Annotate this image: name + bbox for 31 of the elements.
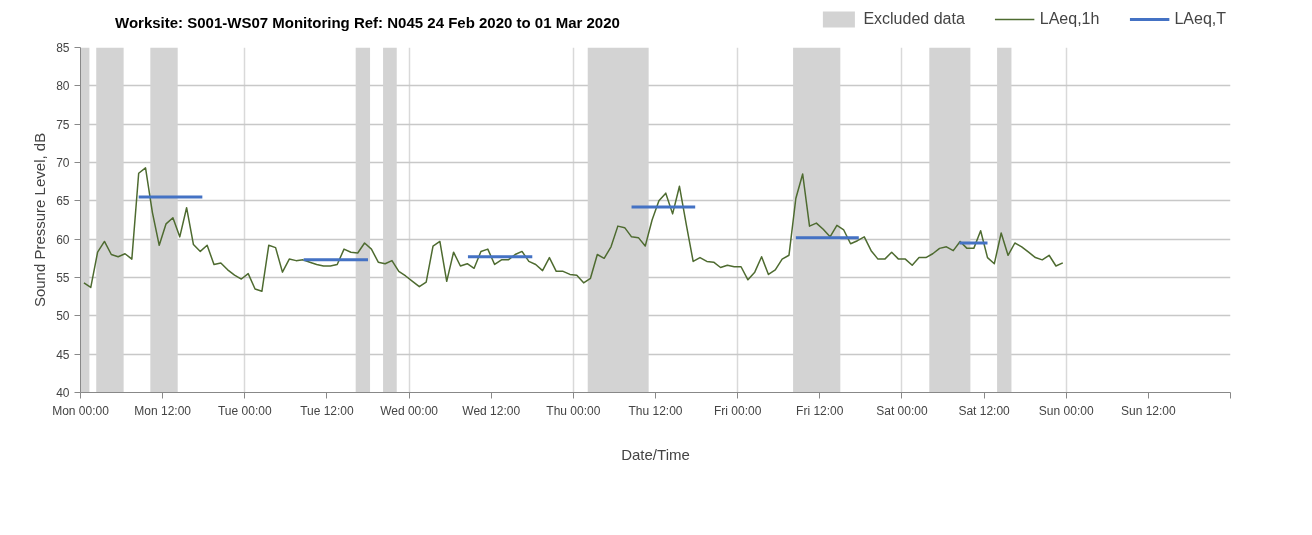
x-tick-label: Sat 12:00 xyxy=(958,403,1011,418)
y-axis-title: Sound Pressure Level, dB xyxy=(31,132,49,308)
x-tick-label: Mon 00:00 xyxy=(52,403,110,418)
x-tick-label: Wed 12:00 xyxy=(462,403,521,418)
legend-label: LAeq,T xyxy=(1174,10,1226,28)
chart-title: Worksite: S001-WS07 Monitoring Ref: N045 24 Feb 2020 to 01 Mar 2020 xyxy=(115,14,620,31)
x-tick-label: Wed 00:00 xyxy=(380,403,439,418)
y-tick-label: 50 xyxy=(56,309,70,324)
y-tick-label: 85 xyxy=(56,41,70,55)
y-tick-label: 70 xyxy=(56,156,70,170)
x-tick-label: Tue 00:00 xyxy=(217,403,272,418)
legend-label: Excluded data xyxy=(863,10,965,28)
x-tick-label: Mon 12:00 xyxy=(134,403,192,418)
x-tick-label: Sat 00:00 xyxy=(876,403,928,418)
x-tick-label: Fri 00:00 xyxy=(713,403,762,418)
legend-label: LAeq,1h xyxy=(1039,10,1100,28)
line-series xyxy=(83,167,1064,293)
x-tick-label: Fri 12:00 xyxy=(796,403,844,418)
y-tick-label: 45 xyxy=(56,347,70,362)
x-tick-label: Thu 12:00 xyxy=(628,403,683,418)
y-tick-label: 65 xyxy=(56,194,70,209)
y-tick-label: 75 xyxy=(56,117,70,132)
y-tick-label: 60 xyxy=(56,232,70,247)
x-tick-label: Sun 12:00 xyxy=(1121,403,1177,418)
y-tick-label: 40 xyxy=(56,386,70,400)
y-tick-label: 80 xyxy=(56,79,70,94)
x-tick-label: Thu 00:00 xyxy=(546,403,601,418)
x-tick-label: Sun 00:00 xyxy=(1038,403,1094,418)
y-tick-label: 55 xyxy=(56,271,70,285)
x-tick-label: Tue 12:00 xyxy=(300,403,355,418)
x-axis-title: Date/Time xyxy=(621,445,690,463)
